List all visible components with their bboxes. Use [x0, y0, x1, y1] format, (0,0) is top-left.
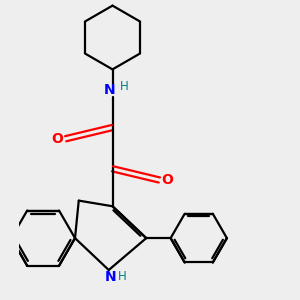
Text: N: N [105, 270, 116, 284]
Text: H: H [120, 80, 129, 94]
Text: H: H [118, 270, 127, 283]
Text: N: N [104, 83, 115, 97]
Text: O: O [51, 132, 63, 146]
Text: O: O [162, 173, 174, 187]
